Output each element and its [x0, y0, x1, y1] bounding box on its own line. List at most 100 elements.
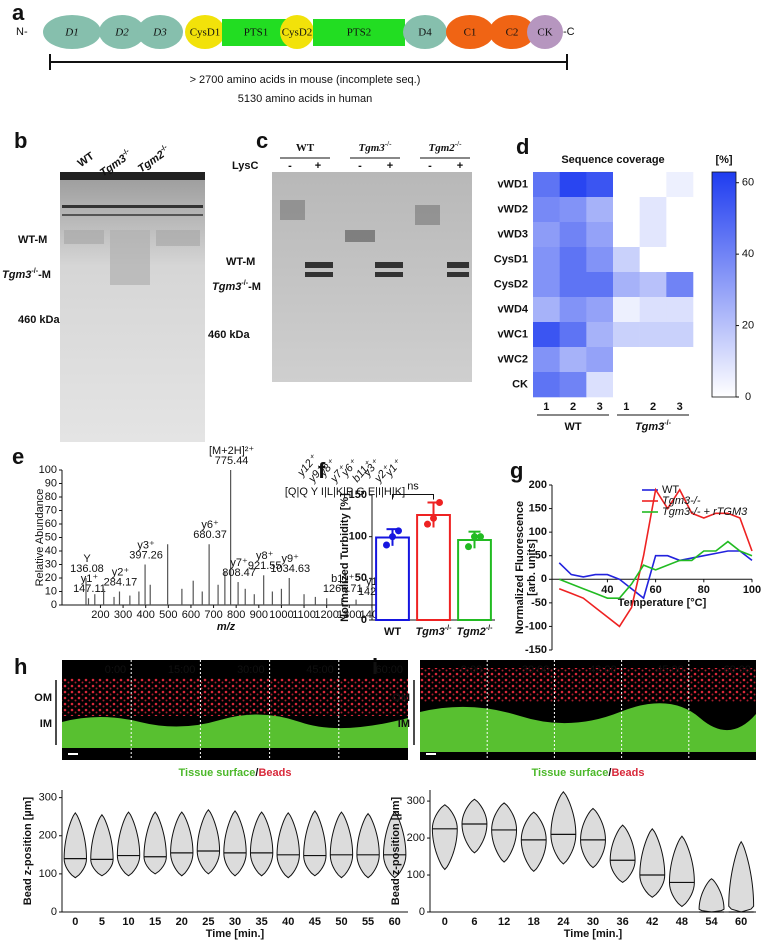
violin: [90, 813, 114, 877]
timestamp: 60:00: [375, 664, 403, 676]
colorbar-tick-label: 60: [742, 177, 754, 189]
marker-label: Tgm3-/--M: [2, 267, 51, 281]
domain-label: D3: [152, 27, 167, 39]
violin: [276, 812, 300, 879]
domain-label: PTS1: [244, 27, 268, 39]
treatment-label: +: [457, 160, 463, 172]
marker-label-part: -/-: [241, 279, 248, 287]
gel-band: [447, 272, 469, 277]
data-point: [383, 541, 390, 549]
significance-bracket: [392, 494, 434, 500]
y-tick-label: 100: [39, 868, 57, 880]
heat-cell: [586, 197, 614, 223]
row-label: vWD1: [497, 178, 528, 190]
genotype-label-part: Tgm3: [358, 142, 385, 154]
violin: [550, 791, 577, 865]
domain-label: PTS2: [347, 27, 371, 39]
ion-label: y6⁺: [201, 519, 219, 531]
violin: [580, 807, 606, 869]
x-tick-label: 30: [229, 916, 241, 928]
marker-label-part: Tgm3: [2, 269, 31, 281]
group-label-part: -/-: [664, 419, 671, 427]
peak-value-label: 808.47: [222, 567, 256, 579]
heat-cell: [613, 197, 640, 223]
y-tick-label: 150: [349, 489, 367, 501]
gel-well: [60, 172, 205, 180]
panel-letter: c: [256, 128, 268, 153]
caption: Tissue surface/Beads: [179, 767, 292, 779]
heat-cell: [533, 222, 560, 248]
legend-label: Tgm3-/-: [662, 495, 701, 507]
heat-cell: [613, 247, 640, 273]
domain-label: D2: [114, 27, 129, 39]
row-label: vWC2: [497, 353, 528, 365]
domain-shape: [527, 15, 563, 49]
x-tick-label: 0: [72, 916, 78, 928]
x-tick-label: 54: [705, 916, 718, 928]
row-label: CK: [512, 378, 528, 390]
y-tick-label: 200: [407, 832, 425, 844]
x-tick-label: 5: [99, 916, 105, 928]
colorbar-label: [%]: [715, 154, 732, 166]
caption-part: Beads: [258, 767, 291, 779]
x-tick-label: 36: [617, 916, 629, 928]
colorbar-tick-label: 0: [745, 391, 751, 403]
x-tick-label: 600: [182, 609, 200, 621]
x-tick-label: 35: [255, 916, 267, 928]
peak-value-label: 775.44: [215, 455, 249, 467]
series-line: [558, 487, 753, 628]
bar: [457, 539, 492, 621]
domain-label: C2: [506, 27, 519, 39]
group-label-part: Tgm3: [635, 421, 664, 433]
timestamp: 15:00: [168, 664, 196, 676]
y-tick-label: 50: [535, 550, 547, 562]
heat-cell: [639, 372, 667, 398]
heat-cell: [559, 172, 587, 198]
heat-cell: [666, 247, 694, 273]
genotype-label-part: -/-: [455, 140, 462, 148]
ion-label: y1⁺: [81, 573, 99, 585]
significance-label: ns: [407, 480, 419, 492]
y-tick-label: 50: [45, 531, 57, 543]
genotype-label-part: WT: [296, 142, 315, 154]
marker-label-part: -/-: [31, 267, 38, 275]
heat-cell: [586, 297, 614, 323]
ion-label: y9⁺: [282, 553, 300, 565]
x-tick-label: 1200: [314, 609, 338, 621]
heat-cell: [639, 172, 667, 198]
treatment-label: +: [387, 160, 393, 172]
violin: [639, 827, 666, 898]
column-label: 3: [677, 401, 683, 413]
beads-layer: [62, 678, 408, 716]
gel-band: [375, 272, 403, 277]
gel-band: [280, 200, 305, 220]
marker-label-part: 460 kDa: [18, 314, 60, 326]
row-label: CysD2: [494, 278, 528, 290]
data-point: [395, 527, 402, 535]
peak-value-label: 397.26: [129, 549, 163, 561]
timestamp: 45:00: [656, 664, 684, 676]
heat-cell: [639, 247, 667, 273]
violin: [63, 811, 87, 879]
treatment-label: +: [315, 160, 321, 172]
violin: [383, 811, 407, 879]
ion-label: y8⁺: [256, 550, 274, 562]
violin: [491, 802, 518, 863]
domain-shape: [489, 15, 535, 49]
x-tick-label: 24: [557, 916, 570, 928]
y-tick-label: 0: [419, 906, 425, 918]
x-tick-label: 6: [471, 916, 477, 928]
x-tick-label: 900: [250, 609, 268, 621]
x-tick-label: 400: [137, 609, 155, 621]
x-tick-label: 30: [587, 916, 599, 928]
legend-label: Tgm3-/- + rTGM3: [662, 506, 748, 518]
x-tick-label: 48: [676, 916, 688, 928]
x-tick-label: 500: [159, 609, 177, 621]
row-label: vWC1: [497, 328, 528, 340]
data-point: [436, 499, 443, 506]
domain-label: CysD2: [282, 27, 313, 39]
timestamp: 30:00: [522, 664, 550, 676]
length-note: 5130 amino acids in human: [238, 93, 373, 105]
heat-cell: [586, 322, 614, 348]
